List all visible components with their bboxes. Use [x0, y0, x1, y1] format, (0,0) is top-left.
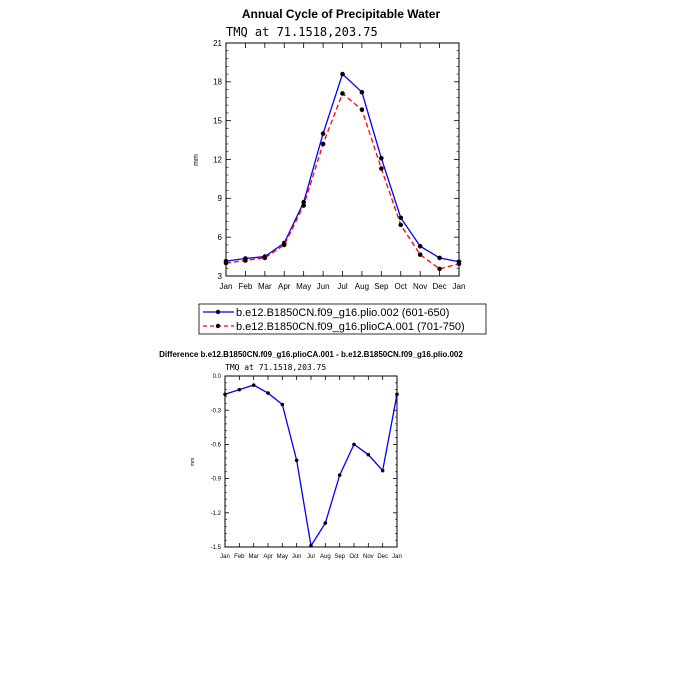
x-tick-label: Dec: [377, 554, 388, 560]
bottom-x-tick-labels: Jan Feb Mar Apr May Jun Jul Aug Sep Oct Nov Dec Jan: [220, 554, 402, 560]
series-0-point: [437, 255, 442, 261]
x-tick-label: Jan: [220, 282, 233, 291]
top-axis-ticks: [225, 42, 460, 277]
series-0-point: [223, 392, 227, 397]
y-tick-label: 0.0: [213, 374, 222, 380]
top-chart: Annual Cycle of Precipitable Water TMQ a…: [193, 7, 487, 335]
series-1-point: [262, 255, 268, 261]
bottom-chart-subtitle: TMQ at 71.1518,203.75: [225, 363, 326, 372]
y-tick-label: 9: [218, 194, 223, 203]
top-y-tick-labels: 3 6 9 12 15 18 21: [213, 39, 222, 281]
x-tick-label: May: [277, 554, 288, 560]
x-tick-label: Jul: [307, 554, 315, 560]
y-tick-label: -0.3: [211, 408, 222, 414]
series-1-point: [243, 258, 248, 263]
x-tick-label: Jan: [453, 282, 466, 291]
series-0-point: [309, 544, 313, 548]
bottom-series-layer: [223, 383, 399, 548]
bottom-y-tick-labels: -1.5 -1.2 -0.9 -0.6 -0.3 0.0: [211, 374, 222, 551]
legend-label-plio: b.e12.B1850CN.f09_g16.plio.002 (601-650): [236, 307, 449, 319]
top-series-layer: [223, 71, 462, 272]
series-0-point: [320, 131, 326, 136]
series-0-point: [352, 442, 356, 447]
series-1-point: [437, 266, 442, 272]
x-tick-label: Jan: [220, 554, 230, 560]
series-0-point: [237, 387, 242, 392]
y-tick-label: 3: [218, 272, 223, 281]
x-tick-label: Apr: [278, 282, 291, 291]
series-1-point: [379, 166, 384, 171]
x-tick-label: Jan: [392, 554, 402, 560]
y-tick-label: 12: [213, 155, 222, 164]
series-1-point: [456, 261, 462, 267]
y-tick-label: 18: [213, 78, 222, 87]
y-tick-label: -0.9: [211, 477, 222, 483]
top-legend: b.e12.B1850CN.f09_g16.plio.002 (601-650)…: [198, 303, 487, 335]
series-0-point: [359, 89, 365, 95]
series-0-point: [379, 155, 384, 161]
y-tick-label: 6: [218, 233, 223, 242]
series-0-point: [366, 452, 371, 457]
series-1-point: [340, 91, 345, 96]
series-0-point: [340, 71, 345, 77]
y-tick-label: -1.2: [211, 511, 222, 517]
series-0-point: [417, 243, 423, 249]
top-x-tick-labels: Jan Feb Mar Apr May Jun Jul Aug Sep Oct Nov Dec Jan: [220, 282, 466, 291]
x-tick-label: Aug: [320, 554, 331, 560]
series-0-point: [323, 521, 328, 525]
legend-label-plioca: b.e12.B1850CN.f09_g16.plioCA.001 (701-75…: [236, 321, 465, 333]
x-tick-label: Feb: [234, 554, 245, 560]
series-1-point: [359, 107, 365, 112]
top-chart-title: Annual Cycle of Precipitable Water: [242, 7, 441, 21]
bottom-axis-ticks: [224, 375, 398, 548]
x-tick-label: Nov: [413, 282, 427, 291]
x-tick-label: Jul: [337, 282, 347, 291]
series-0-point: [395, 392, 399, 397]
x-tick-label: Jun: [317, 282, 330, 291]
series-0-point: [337, 473, 342, 477]
x-tick-label: Sep: [334, 554, 345, 560]
series-0-point: [266, 391, 270, 395]
x-tick-label: Mar: [248, 554, 258, 560]
series-1-point: [281, 242, 287, 248]
x-tick-label: Apr: [263, 554, 272, 560]
x-tick-label: Oct: [395, 282, 408, 291]
legend-marker-plio: [215, 309, 221, 315]
x-tick-label: Nov: [363, 554, 374, 560]
x-tick-label: Sep: [374, 282, 389, 291]
legend-box: [198, 303, 487, 335]
x-tick-label: Feb: [239, 282, 253, 291]
series-0-point: [380, 468, 385, 473]
series-0-point: [398, 215, 404, 221]
x-tick-label: Oct: [349, 554, 359, 560]
x-tick-label: Aug: [355, 282, 369, 291]
top-chart-subtitle: TMQ at 71.1518,203.75: [226, 25, 378, 39]
top-chart-ylabel: mm: [193, 154, 200, 166]
bottom-chart-ylabel: mm: [190, 458, 196, 466]
legend-marker-plioca: [215, 323, 221, 329]
series-1-point: [417, 252, 423, 257]
x-tick-label: Jun: [292, 554, 302, 560]
bottom-chart-title: Difference b.e12.B1850CN.f09_g16.plioCA.…: [159, 350, 463, 359]
y-tick-label: 21: [213, 39, 222, 48]
bottom-chart: Difference b.e12.B1850CN.f09_g16.plioCA.…: [159, 350, 463, 560]
y-tick-label: 15: [213, 116, 222, 125]
series-1-point: [223, 260, 229, 266]
series-1-point: [301, 203, 306, 208]
series-1-point: [398, 222, 404, 228]
series-0-point: [294, 458, 299, 463]
y-tick-label: -0.6: [211, 443, 222, 449]
series-0-point: [251, 383, 256, 387]
x-tick-label: Mar: [258, 282, 272, 291]
y-tick-label: -1.5: [211, 545, 222, 551]
series-1-point: [320, 141, 326, 147]
x-tick-label: May: [296, 282, 311, 291]
series-0-point: [280, 402, 285, 407]
x-tick-label: Dec: [432, 282, 446, 291]
